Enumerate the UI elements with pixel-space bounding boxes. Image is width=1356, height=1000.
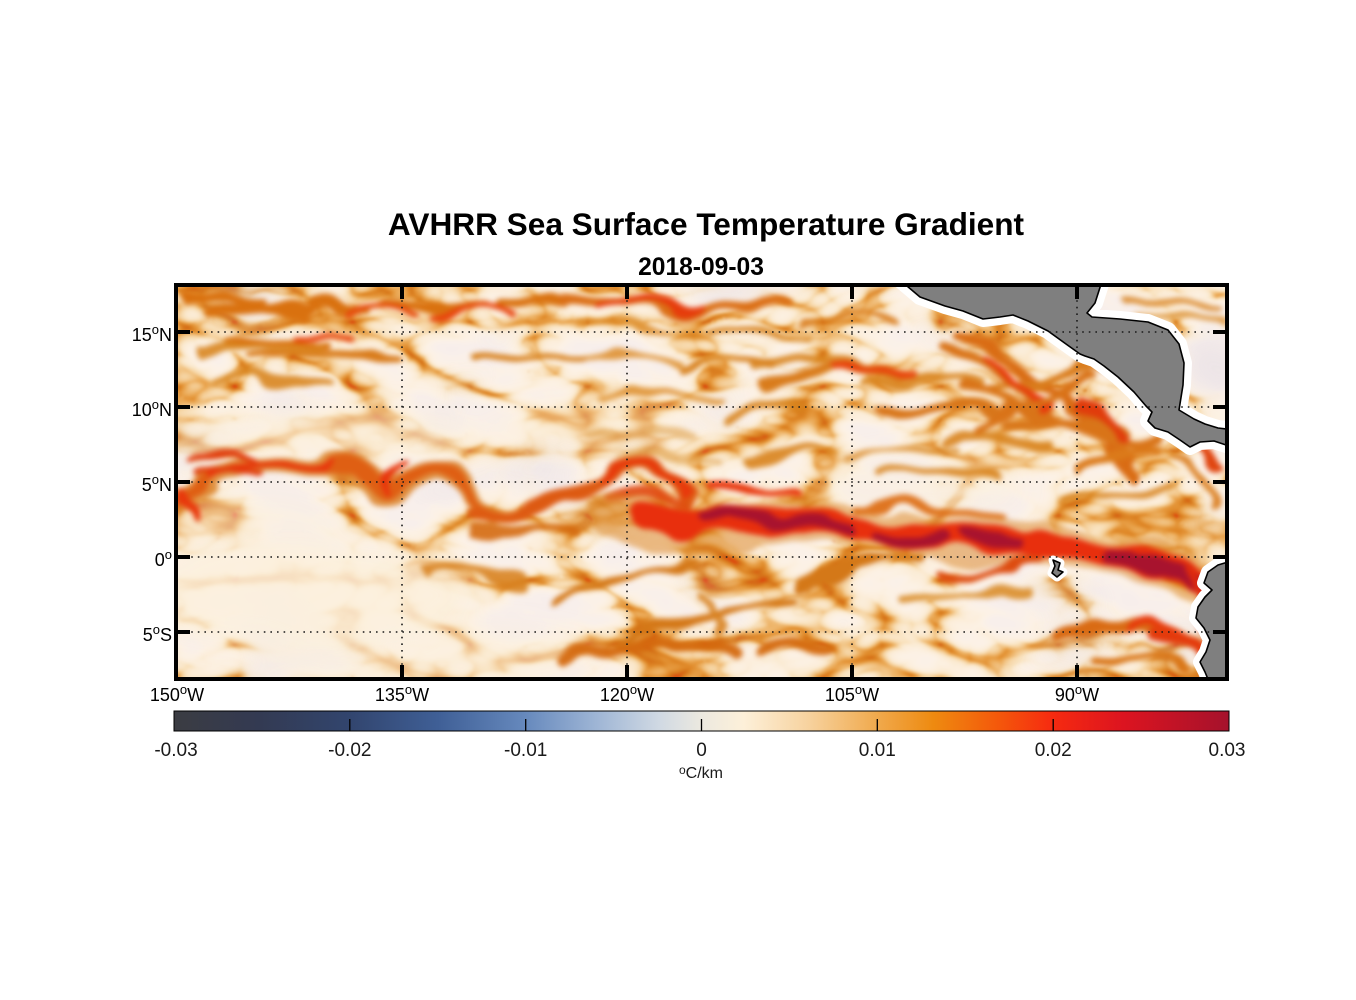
svg-text:5oN: 5oN — [142, 472, 172, 495]
svg-text:135oW: 135oW — [375, 682, 429, 705]
svg-text:0o: 0o — [155, 547, 172, 570]
svg-text:90oW: 90oW — [1055, 682, 1099, 705]
svg-text:120oW: 120oW — [600, 682, 654, 705]
svg-text:-0.03: -0.03 — [154, 740, 197, 761]
svg-text:oC/km: oC/km — [679, 763, 723, 782]
svg-text:15oN: 15oN — [132, 322, 172, 345]
svg-text:10oN: 10oN — [132, 397, 172, 420]
svg-text:-0.01: -0.01 — [504, 740, 547, 761]
svg-text:5oS: 5oS — [143, 622, 172, 645]
svg-text:AVHRR Sea Surface Temperature: AVHRR Sea Surface Temperature Gradient — [388, 206, 1025, 242]
svg-text:0.03: 0.03 — [1209, 740, 1246, 761]
svg-text:2018-09-03: 2018-09-03 — [638, 254, 764, 281]
svg-text:0: 0 — [696, 740, 707, 761]
svg-text:105oW: 105oW — [825, 682, 879, 705]
svg-text:0.02: 0.02 — [1035, 740, 1072, 761]
svg-text:0.01: 0.01 — [859, 740, 896, 761]
svg-text:-0.02: -0.02 — [328, 740, 371, 761]
svg-text:150oW: 150oW — [150, 682, 204, 705]
